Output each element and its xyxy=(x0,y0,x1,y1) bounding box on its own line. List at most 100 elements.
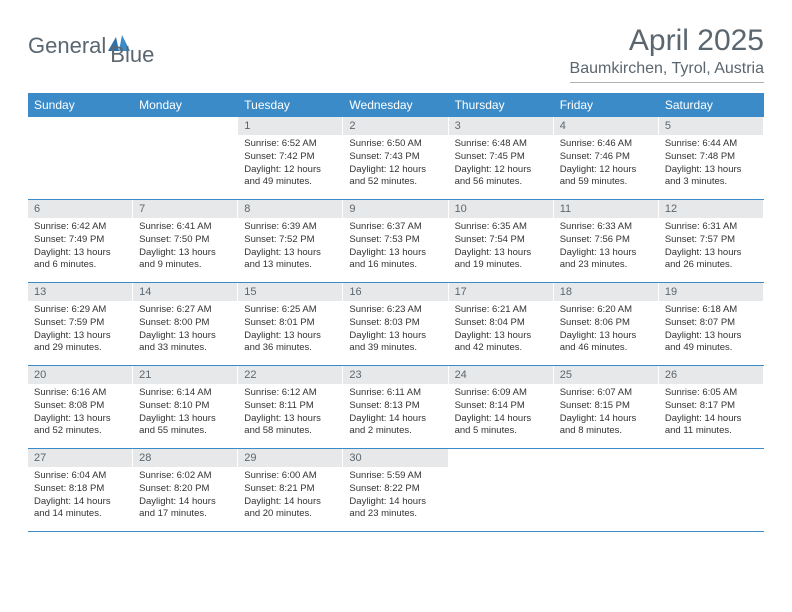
day-number: 10 xyxy=(449,200,553,218)
day-number: 1 xyxy=(238,117,342,135)
weekday-header-row: SundayMondayTuesdayWednesdayThursdayFrid… xyxy=(28,93,764,117)
day-cell: 14Sunrise: 6:27 AMSunset: 8:00 PMDayligh… xyxy=(133,283,238,365)
day-body: Sunrise: 6:25 AMSunset: 8:01 PMDaylight:… xyxy=(238,301,342,361)
day-cell: 8Sunrise: 6:39 AMSunset: 7:52 PMDaylight… xyxy=(238,200,343,282)
day-cell: 13Sunrise: 6:29 AMSunset: 7:59 PMDayligh… xyxy=(28,283,133,365)
day-cell: 7Sunrise: 6:41 AMSunset: 7:50 PMDaylight… xyxy=(133,200,238,282)
calendar-page: General Blue April 2025 Baumkirchen, Tyr… xyxy=(0,0,792,556)
day-cell: 25Sunrise: 6:07 AMSunset: 8:15 PMDayligh… xyxy=(554,366,659,448)
day-number: 20 xyxy=(28,366,132,384)
day-cell: 10Sunrise: 6:35 AMSunset: 7:54 PMDayligh… xyxy=(449,200,554,282)
day-cell-empty xyxy=(133,117,238,199)
day-cell: 26Sunrise: 6:05 AMSunset: 8:17 PMDayligh… xyxy=(659,366,764,448)
day-cell: 17Sunrise: 6:21 AMSunset: 8:04 PMDayligh… xyxy=(449,283,554,365)
day-cell: 29Sunrise: 6:00 AMSunset: 8:21 PMDayligh… xyxy=(238,449,343,531)
day-body: Sunrise: 6:09 AMSunset: 8:14 PMDaylight:… xyxy=(449,384,553,444)
day-number: 22 xyxy=(238,366,342,384)
day-cell: 11Sunrise: 6:33 AMSunset: 7:56 PMDayligh… xyxy=(554,200,659,282)
day-number: 16 xyxy=(343,283,447,301)
week-row: 1Sunrise: 6:52 AMSunset: 7:42 PMDaylight… xyxy=(28,117,764,200)
week-row: 6Sunrise: 6:42 AMSunset: 7:49 PMDaylight… xyxy=(28,200,764,283)
day-body: Sunrise: 6:52 AMSunset: 7:42 PMDaylight:… xyxy=(238,135,342,195)
month-title: April 2025 xyxy=(570,24,764,58)
day-number: 12 xyxy=(659,200,763,218)
day-cell: 3Sunrise: 6:48 AMSunset: 7:45 PMDaylight… xyxy=(449,117,554,199)
day-body: Sunrise: 6:18 AMSunset: 8:07 PMDaylight:… xyxy=(659,301,763,361)
day-number: 9 xyxy=(343,200,447,218)
weekday-header: Monday xyxy=(133,93,238,117)
day-body: Sunrise: 6:39 AMSunset: 7:52 PMDaylight:… xyxy=(238,218,342,278)
day-cell: 6Sunrise: 6:42 AMSunset: 7:49 PMDaylight… xyxy=(28,200,133,282)
day-number: 30 xyxy=(343,449,447,467)
day-number: 28 xyxy=(133,449,237,467)
logo: General Blue xyxy=(28,24,154,68)
day-number: 21 xyxy=(133,366,237,384)
logo-text-2: Blue xyxy=(110,42,154,68)
day-number: 4 xyxy=(554,117,658,135)
day-body: Sunrise: 6:41 AMSunset: 7:50 PMDaylight:… xyxy=(133,218,237,278)
day-number: 18 xyxy=(554,283,658,301)
day-cell: 19Sunrise: 6:18 AMSunset: 8:07 PMDayligh… xyxy=(659,283,764,365)
day-cell-empty xyxy=(554,449,659,531)
day-number: 25 xyxy=(554,366,658,384)
day-cell: 28Sunrise: 6:02 AMSunset: 8:20 PMDayligh… xyxy=(133,449,238,531)
day-body: Sunrise: 6:00 AMSunset: 8:21 PMDaylight:… xyxy=(238,467,342,527)
day-body: Sunrise: 6:50 AMSunset: 7:43 PMDaylight:… xyxy=(343,135,447,195)
day-body: Sunrise: 6:16 AMSunset: 8:08 PMDaylight:… xyxy=(28,384,132,444)
day-number: 17 xyxy=(449,283,553,301)
weekday-header: Saturday xyxy=(659,93,764,117)
week-row: 20Sunrise: 6:16 AMSunset: 8:08 PMDayligh… xyxy=(28,366,764,449)
day-cell: 22Sunrise: 6:12 AMSunset: 8:11 PMDayligh… xyxy=(238,366,343,448)
day-body: Sunrise: 6:05 AMSunset: 8:17 PMDaylight:… xyxy=(659,384,763,444)
day-body: Sunrise: 6:04 AMSunset: 8:18 PMDaylight:… xyxy=(28,467,132,527)
day-body: Sunrise: 6:31 AMSunset: 7:57 PMDaylight:… xyxy=(659,218,763,278)
day-body: Sunrise: 6:46 AMSunset: 7:46 PMDaylight:… xyxy=(554,135,658,195)
day-cell: 9Sunrise: 6:37 AMSunset: 7:53 PMDaylight… xyxy=(343,200,448,282)
day-body: Sunrise: 6:23 AMSunset: 8:03 PMDaylight:… xyxy=(343,301,447,361)
day-cell: 5Sunrise: 6:44 AMSunset: 7:48 PMDaylight… xyxy=(659,117,764,199)
location-text: Baumkirchen, Tyrol, Austria xyxy=(570,60,764,83)
weekday-header: Friday xyxy=(554,93,659,117)
day-number: 24 xyxy=(449,366,553,384)
day-body: Sunrise: 6:07 AMSunset: 8:15 PMDaylight:… xyxy=(554,384,658,444)
day-number: 13 xyxy=(28,283,132,301)
day-body: Sunrise: 6:44 AMSunset: 7:48 PMDaylight:… xyxy=(659,135,763,195)
day-body: Sunrise: 6:29 AMSunset: 7:59 PMDaylight:… xyxy=(28,301,132,361)
day-body: Sunrise: 6:42 AMSunset: 7:49 PMDaylight:… xyxy=(28,218,132,278)
day-cell-empty xyxy=(449,449,554,531)
day-cell: 16Sunrise: 6:23 AMSunset: 8:03 PMDayligh… xyxy=(343,283,448,365)
day-cell: 1Sunrise: 6:52 AMSunset: 7:42 PMDaylight… xyxy=(238,117,343,199)
day-body: Sunrise: 6:27 AMSunset: 8:00 PMDaylight:… xyxy=(133,301,237,361)
weekday-header: Sunday xyxy=(28,93,133,117)
day-number: 29 xyxy=(238,449,342,467)
day-body: Sunrise: 6:48 AMSunset: 7:45 PMDaylight:… xyxy=(449,135,553,195)
week-row: 13Sunrise: 6:29 AMSunset: 7:59 PMDayligh… xyxy=(28,283,764,366)
day-cell-empty xyxy=(659,449,764,531)
day-body: Sunrise: 6:20 AMSunset: 8:06 PMDaylight:… xyxy=(554,301,658,361)
day-cell: 20Sunrise: 6:16 AMSunset: 8:08 PMDayligh… xyxy=(28,366,133,448)
day-cell: 21Sunrise: 6:14 AMSunset: 8:10 PMDayligh… xyxy=(133,366,238,448)
weekday-header: Tuesday xyxy=(238,93,343,117)
day-number: 3 xyxy=(449,117,553,135)
title-block: April 2025 Baumkirchen, Tyrol, Austria xyxy=(570,24,764,83)
day-number: 11 xyxy=(554,200,658,218)
header: General Blue April 2025 Baumkirchen, Tyr… xyxy=(28,24,764,83)
day-body: Sunrise: 6:12 AMSunset: 8:11 PMDaylight:… xyxy=(238,384,342,444)
day-body: Sunrise: 6:14 AMSunset: 8:10 PMDaylight:… xyxy=(133,384,237,444)
weekday-header: Wednesday xyxy=(343,93,448,117)
day-cell: 2Sunrise: 6:50 AMSunset: 7:43 PMDaylight… xyxy=(343,117,448,199)
day-cell-empty xyxy=(28,117,133,199)
day-body: Sunrise: 6:21 AMSunset: 8:04 PMDaylight:… xyxy=(449,301,553,361)
day-number: 6 xyxy=(28,200,132,218)
day-number: 14 xyxy=(133,283,237,301)
day-body: Sunrise: 6:37 AMSunset: 7:53 PMDaylight:… xyxy=(343,218,447,278)
calendar: SundayMondayTuesdayWednesdayThursdayFrid… xyxy=(28,93,764,532)
day-cell: 23Sunrise: 6:11 AMSunset: 8:13 PMDayligh… xyxy=(343,366,448,448)
day-cell: 24Sunrise: 6:09 AMSunset: 8:14 PMDayligh… xyxy=(449,366,554,448)
day-cell: 12Sunrise: 6:31 AMSunset: 7:57 PMDayligh… xyxy=(659,200,764,282)
day-number: 5 xyxy=(659,117,763,135)
day-body: Sunrise: 6:11 AMSunset: 8:13 PMDaylight:… xyxy=(343,384,447,444)
logo-text-1: General xyxy=(28,33,106,59)
day-number: 8 xyxy=(238,200,342,218)
day-number: 23 xyxy=(343,366,447,384)
